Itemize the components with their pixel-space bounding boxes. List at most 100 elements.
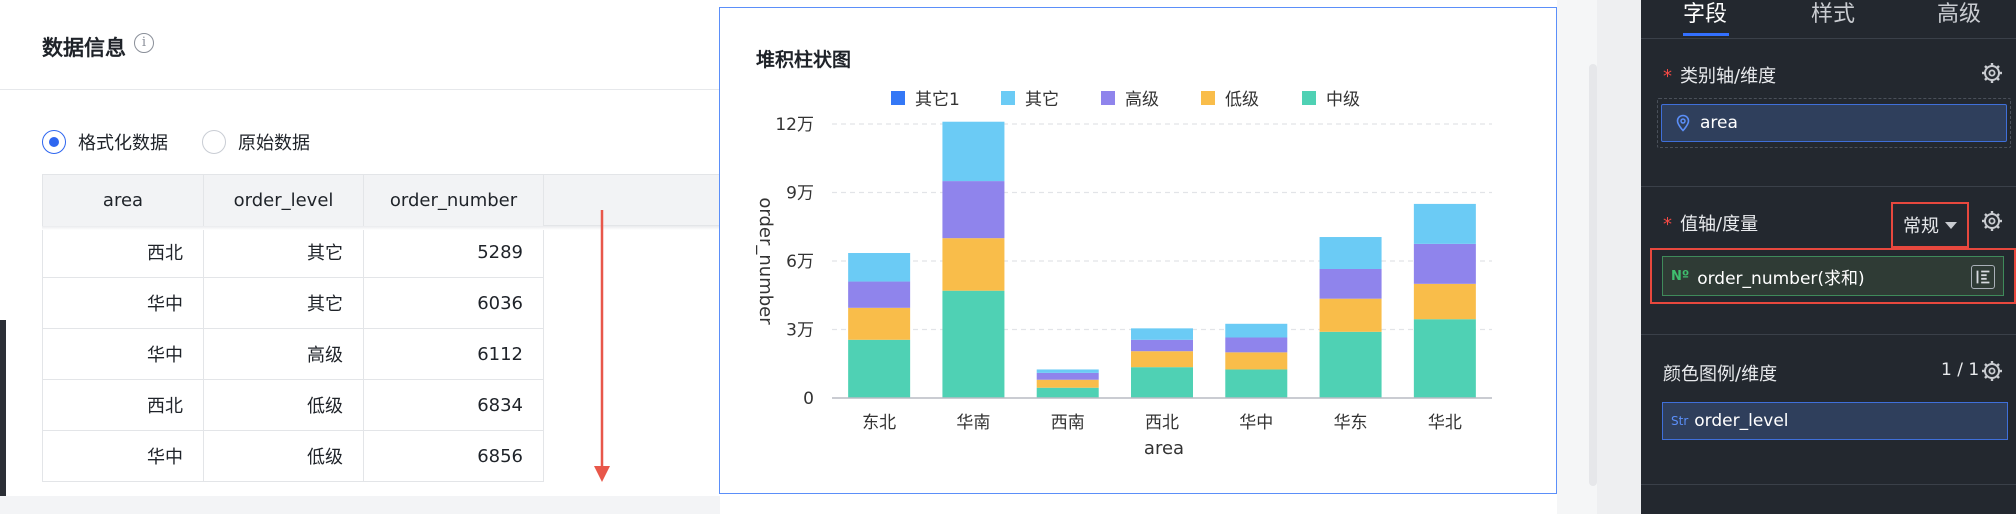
table-cell: 6856 xyxy=(363,430,544,482)
gear-icon[interactable] xyxy=(1981,62,2003,84)
chart-title: 堆积柱状图 xyxy=(756,49,852,71)
color-field-label: order_level xyxy=(1694,411,1789,431)
field-config-panel: 字段 样式 高级 * 类别轴/维度 area * 值轴/度量 常规 Nº order… xyxy=(1641,0,2016,514)
bar-segment xyxy=(1036,369,1099,373)
vertical-scrollbar[interactable] xyxy=(1589,64,1597,486)
tab-style[interactable]: 样式 xyxy=(1811,2,1856,27)
bar-segment xyxy=(1036,387,1099,398)
section-divider xyxy=(1641,334,2016,335)
title-divider xyxy=(0,89,720,90)
table-cell: 华中 xyxy=(42,277,204,329)
column-header-order-level[interactable]: order_level xyxy=(203,174,364,227)
table-cell: 6834 xyxy=(363,379,544,431)
table-cell: 其它 xyxy=(203,226,364,278)
gear-icon[interactable] xyxy=(1981,210,2003,232)
bottom-scrollbar-track[interactable] xyxy=(0,496,720,514)
y-axis-title: order_number xyxy=(755,197,776,325)
bar-segment xyxy=(1225,323,1288,338)
required-marker: * xyxy=(1663,214,1672,235)
active-tab-indicator xyxy=(1683,33,1729,36)
panel-divider-strip xyxy=(1597,0,1641,514)
chart-grid xyxy=(832,123,1492,331)
caret-down-icon xyxy=(1945,221,1957,229)
bar-segment xyxy=(1319,237,1382,269)
bar-segment xyxy=(1036,372,1099,380)
bar-segment xyxy=(1225,369,1288,398)
table-row: 华中 低级 6856 xyxy=(42,430,544,482)
bar-segment xyxy=(1131,351,1193,368)
y-tick-label: 12万 xyxy=(775,115,814,135)
data-table: area order_level order_number 西北 其它 5289… xyxy=(42,174,544,482)
table-cell: 低级 xyxy=(203,430,364,482)
y-tick-label: 6万 xyxy=(786,252,814,272)
tab-fields[interactable]: 字段 xyxy=(1683,2,1728,27)
column-header-area[interactable]: area xyxy=(42,174,204,227)
table-cell: 华中 xyxy=(42,328,204,380)
table-header-shadow xyxy=(42,226,720,230)
radio-raw-data[interactable]: 原始数据 xyxy=(202,128,310,156)
location-pin-icon xyxy=(1676,114,1690,132)
dimension-field-pill[interactable]: area xyxy=(1661,104,2007,142)
x-tick-label: 华中 xyxy=(1239,413,1273,433)
table-row: 华中 其它 6036 xyxy=(42,277,544,329)
dimension-dropzone[interactable] xyxy=(1657,98,2011,148)
bar-segment xyxy=(848,307,911,340)
radio-formatted-data[interactable]: 格式化数据 xyxy=(42,128,168,156)
tab-advanced[interactable]: 高级 xyxy=(1937,2,1982,27)
bar-segment xyxy=(1319,331,1382,398)
legend-label: 其它1 xyxy=(915,90,960,110)
number-type-icon: Nº xyxy=(1671,268,1690,284)
bar-segment xyxy=(1131,328,1193,340)
info-icon[interactable]: i xyxy=(134,33,154,53)
measure-field-label: order_number(求和) xyxy=(1697,268,1865,289)
sort-icon[interactable] xyxy=(1971,265,1995,289)
x-tick-label: 西北 xyxy=(1145,413,1179,433)
table-cell: 6036 xyxy=(363,277,544,329)
x-tick-label: 华东 xyxy=(1334,413,1368,433)
dimension-field-label: area xyxy=(1700,113,1738,133)
bar-segment xyxy=(1225,352,1288,370)
x-tick-label: 东北 xyxy=(862,413,896,433)
bar-segment xyxy=(1413,203,1476,244)
color-legend-field-pill[interactable]: Str order_level xyxy=(1662,402,2008,440)
radio-raw-label: 原始数据 xyxy=(238,133,310,154)
bar-segment xyxy=(942,290,1005,398)
bar-segment xyxy=(942,181,1005,239)
bar-segment xyxy=(848,253,911,282)
table-cell: 西北 xyxy=(42,226,204,278)
bar-segment xyxy=(1036,379,1099,388)
chart-card[interactable]: 堆积柱状图 其它1 其它 高级 低级 中级 0 3万 6万 9万 12万 东北 华南 西南 西北 华中 华东… xyxy=(719,7,1557,494)
bar-segment xyxy=(1413,319,1476,398)
data-info-panel: 数据信息 i 格式化数据 原始数据 area order_level order… xyxy=(0,0,720,514)
column-header-order-number[interactable]: order_number xyxy=(363,174,544,227)
required-marker: * xyxy=(1663,66,1672,87)
radio-checked-icon xyxy=(42,130,66,154)
legend-swatch xyxy=(1001,91,1015,105)
bar-segment xyxy=(1319,298,1382,332)
legend-swatch xyxy=(891,91,905,105)
scroll-down-arrow-icon xyxy=(594,210,610,482)
aggregation-mode-select[interactable]: 常规 xyxy=(1891,202,1969,248)
bar-segment xyxy=(1319,268,1382,299)
measure-field-pill[interactable]: Nº order_number(求和) xyxy=(1662,256,2004,296)
legend-label: 高级 xyxy=(1125,90,1159,110)
y-tick-label: 0 xyxy=(803,389,814,409)
bar-segment xyxy=(848,339,911,398)
y-tick-label: 9万 xyxy=(786,184,814,204)
section-divider xyxy=(1641,186,2016,187)
measure-title-label: 值轴/度量 xyxy=(1680,214,1759,235)
left-edge-strip xyxy=(0,320,6,514)
chart-legend: 其它1 其它 高级 低级 中级 xyxy=(891,90,1360,110)
bar-segment xyxy=(1225,337,1288,353)
table-row: 华中 高级 6112 xyxy=(42,328,544,380)
panel-title: 数据信息 xyxy=(42,36,126,60)
table-header-row: area order_level order_number xyxy=(42,174,544,227)
gear-icon[interactable] xyxy=(1981,360,2003,382)
x-tick-label: 华南 xyxy=(956,413,990,433)
legend-swatch xyxy=(1201,91,1215,105)
table-row: 西北 低级 6834 xyxy=(42,379,544,431)
table-cell: 6112 xyxy=(363,328,544,380)
bar-segment xyxy=(1413,283,1476,320)
dimension-section-title: * 类别轴/维度 xyxy=(1663,62,1776,88)
